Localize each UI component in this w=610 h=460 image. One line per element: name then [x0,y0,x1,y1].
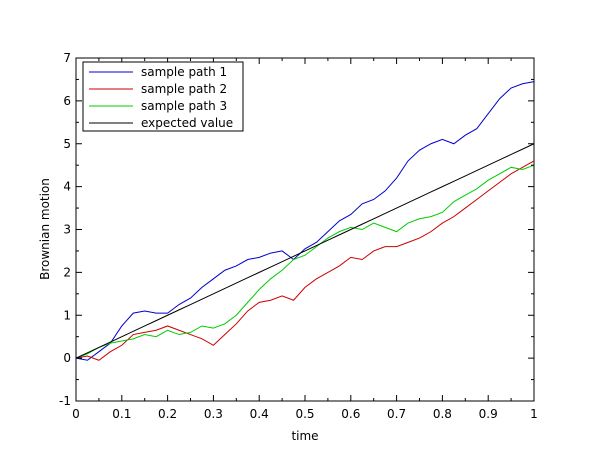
x-tick-label: 1 [530,407,538,421]
x-tick-label: 0.3 [204,407,223,421]
y-tick-label: 1 [63,308,71,322]
series-line-1 [75,81,535,361]
y-tick-label: 2 [63,265,71,279]
x-tick-label: 0.9 [479,407,498,421]
y-tick-label: 7 [63,51,71,65]
y-tick-label: 0 [63,351,71,365]
legend-label-2: sample path 2 [141,82,227,96]
x-tick-label: 0 [72,407,80,421]
legend-label-1: sample path 1 [141,65,227,79]
y-tick-label: 4 [63,180,71,194]
x-tick-label: 0.7 [387,407,406,421]
x-tick-label: 0.1 [112,407,131,421]
y-tick-label: 5 [63,137,71,151]
x-tick-label: 0.6 [341,407,360,421]
y-tick-label: 6 [63,94,71,108]
x-tick-label: 0.8 [433,407,452,421]
x-axis-label: time [291,429,318,443]
legend-label-3: sample path 3 [141,99,227,113]
series-line-4 [75,143,535,359]
x-tick-label: 0.5 [295,407,314,421]
y-tick-label: 3 [63,223,71,237]
legend: sample path 1 sample path 2 sample path 3 e… [82,61,244,132]
legend-box [82,61,244,132]
series-line-3 [75,164,535,359]
y-axis-label: Brownian motion [38,178,52,280]
series-line-2 [75,160,535,361]
y-tick-label: -1 [59,394,71,408]
series-layer [75,81,535,361]
x-tick-label: 0.4 [250,407,269,421]
legend-label-4: expected value [141,116,233,130]
x-tick-label: 0.2 [158,407,177,421]
